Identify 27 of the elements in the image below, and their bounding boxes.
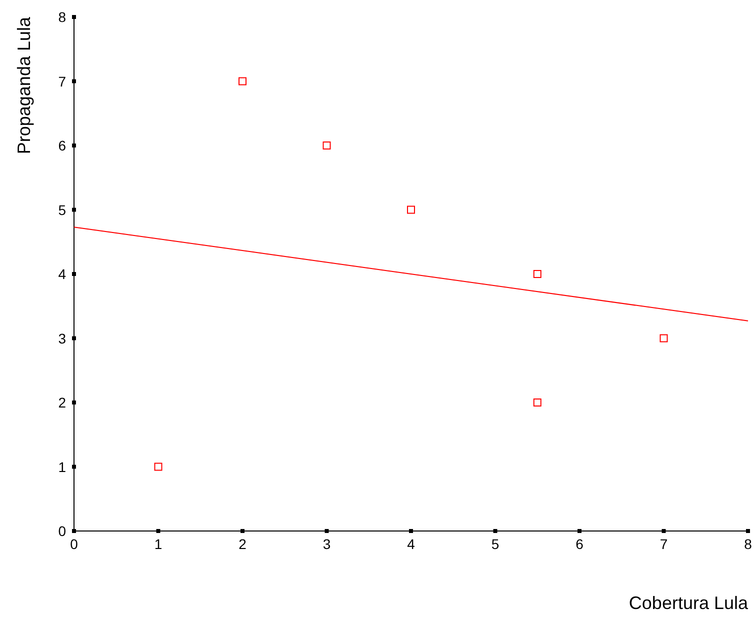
x-tick-label: 7	[660, 536, 668, 552]
y-tick-label: 8	[58, 9, 66, 25]
x-axis-title: Cobertura Lula	[628, 593, 749, 613]
x-tick-label: 5	[491, 536, 500, 552]
point	[533, 270, 542, 278]
y-tick-label: 2	[58, 394, 66, 410]
point	[154, 462, 162, 471]
point	[533, 398, 542, 406]
x-tick-label: 6	[576, 536, 584, 552]
point	[322, 142, 331, 150]
y-tick-label: 6	[58, 138, 66, 154]
x-tick-label: 0	[70, 536, 78, 552]
point	[407, 206, 415, 214]
x-tick-label: 4	[407, 536, 416, 552]
x-tick-label: 1	[154, 536, 162, 552]
y-tick-label: 7	[58, 73, 66, 90]
y-tick-label: 0	[58, 523, 66, 539]
y-tick-label: 5	[58, 202, 66, 218]
x-tick-label: 2	[238, 536, 247, 552]
y-tick-label: 4	[58, 266, 66, 282]
x-tick-label: 3	[322, 536, 331, 552]
point	[238, 77, 246, 86]
y-tick-label: 3	[58, 330, 66, 346]
x-tick-label: 8	[744, 536, 752, 552]
y-axis-title: Propaganda Lula	[14, 16, 34, 154]
point	[660, 334, 668, 342]
y-tick-label: 1	[58, 458, 66, 475]
